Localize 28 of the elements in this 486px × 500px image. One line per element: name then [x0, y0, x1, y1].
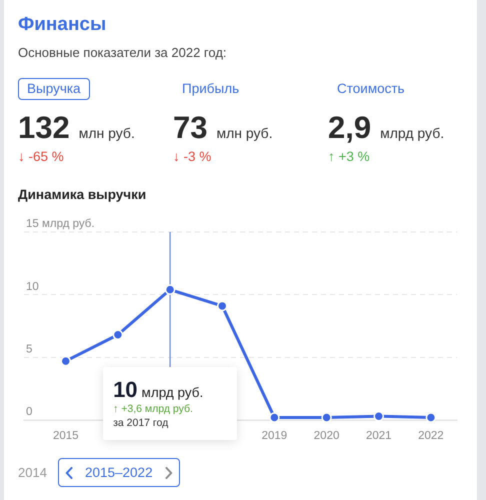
text: ↓ -65 % — [18, 149, 64, 165]
y-tick-label: 10 — [26, 280, 39, 293]
text: Финансы — [18, 14, 106, 36]
text: млн руб. — [216, 125, 273, 141]
text: млн руб. — [78, 125, 135, 141]
annotation: ↑ +3,6 млрд руб. — [113, 403, 193, 415]
annotation: за 2017 год — [113, 417, 168, 429]
text: ↓ -3 % — [173, 149, 212, 165]
annotation: 10 млрд руб. — [113, 377, 204, 403]
x-tick-label: 2022 — [418, 430, 444, 442]
text: 2014 — [18, 465, 47, 481]
text: Основные показатели за 2022 год: — [18, 45, 227, 61]
text: ↑ +3 % — [328, 149, 370, 165]
y-tick-label: 15 млрд руб. — [26, 218, 95, 230]
x-tick-label: 2021 — [366, 430, 392, 442]
category-label: Стоимость — [337, 81, 405, 97]
x-tick-label: 2020 — [314, 430, 340, 442]
chart-title: Динамика выручки — [18, 187, 146, 203]
text: 2,9 — [328, 110, 372, 145]
x-tick-label: 2019 — [262, 430, 288, 442]
text: 132 — [18, 110, 70, 145]
x-tick-label: 2015 — [52, 430, 79, 442]
text: млрд руб. — [380, 125, 444, 141]
category-label: Выручка — [18, 78, 90, 100]
text: 73 — [173, 110, 208, 145]
y-tick-label: 5 — [26, 344, 32, 356]
category-label: Прибыль — [182, 81, 240, 97]
y-tick-label: 0 — [26, 406, 32, 418]
